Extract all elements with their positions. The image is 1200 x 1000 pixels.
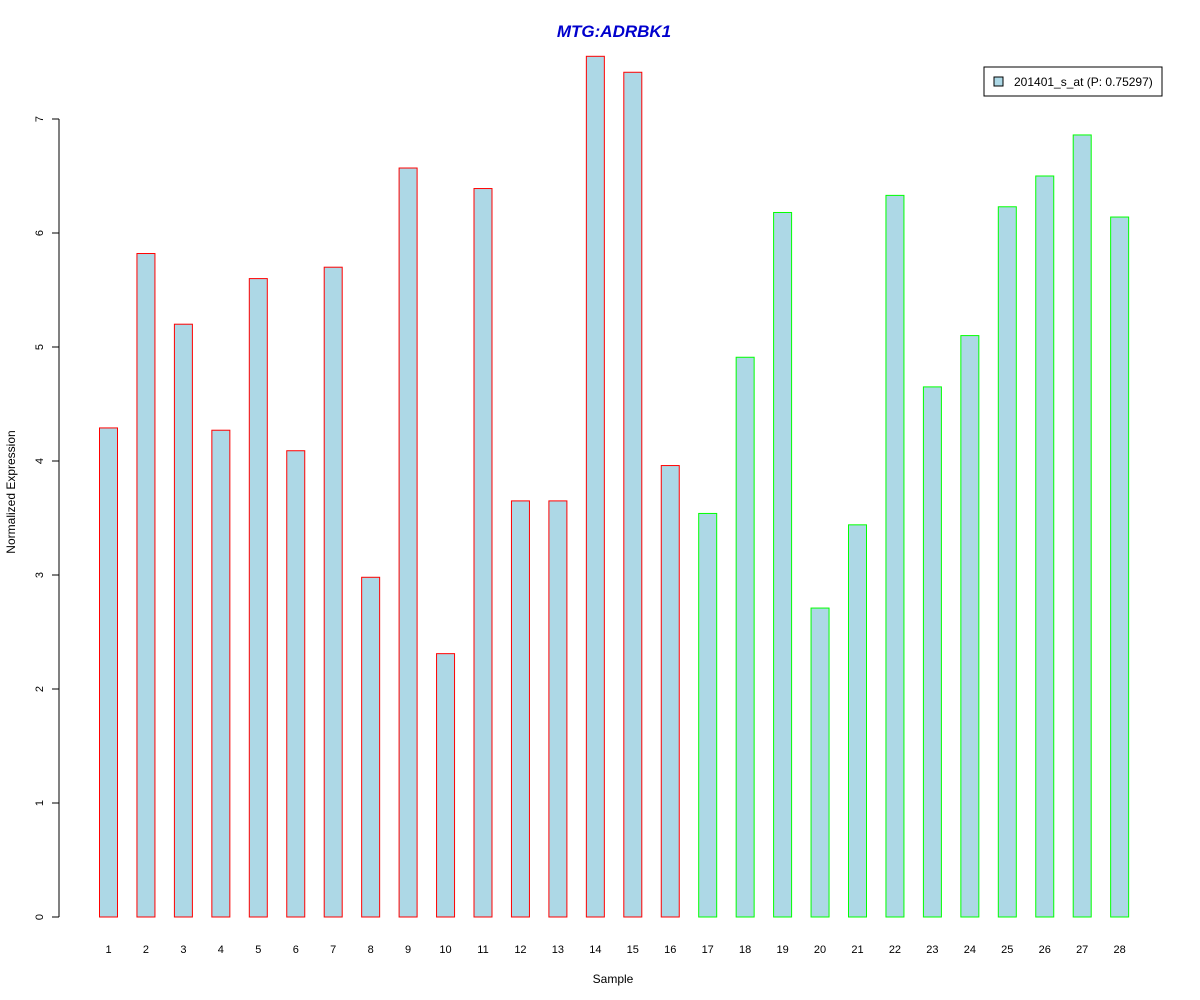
x-tick-label: 26 bbox=[1039, 944, 1051, 956]
bar-sample-19 bbox=[773, 211, 793, 918]
x-tick-label: 27 bbox=[1076, 944, 1088, 956]
x-tick-labels: 1 2 3 4 5 6 7 8 9 10 11 12 13 14 15 16 17 18 19 20 21 22 23 24 2… bbox=[105, 944, 1125, 956]
x-tick-label: 18 bbox=[739, 944, 751, 956]
bars bbox=[99, 55, 1130, 918]
y-tick-label: 7 bbox=[34, 116, 46, 122]
bar-sample-5 bbox=[248, 278, 268, 918]
x-tick-label: 16 bbox=[664, 944, 676, 956]
bar-sample-3 bbox=[173, 323, 193, 918]
bar-sample-25 bbox=[997, 206, 1017, 918]
bar-sample-7 bbox=[323, 266, 343, 918]
x-tick-label: 19 bbox=[776, 944, 788, 956]
x-tick-label: 3 bbox=[180, 944, 186, 956]
x-tick-label: 5 bbox=[255, 944, 261, 956]
bar-sample-26 bbox=[1035, 175, 1055, 918]
y-tick-label: 3 bbox=[34, 572, 46, 578]
bar-sample-1 bbox=[99, 427, 118, 918]
x-tick-label: 4 bbox=[218, 944, 224, 956]
x-axis-title: Sample bbox=[593, 972, 634, 986]
y-axis: 0 1 2 3 4 5 6 7 bbox=[34, 116, 60, 920]
bar-sample-9 bbox=[398, 167, 418, 918]
y-tick-label: 0 bbox=[34, 914, 46, 920]
y-tick-label: 1 bbox=[34, 800, 46, 806]
x-tick-label: 8 bbox=[368, 944, 374, 956]
x-tick-label: 13 bbox=[552, 944, 564, 956]
y-tick-label: 2 bbox=[34, 686, 46, 692]
x-tick-label: 28 bbox=[1114, 944, 1126, 956]
bar-sample-8 bbox=[361, 576, 381, 918]
x-tick-label: 17 bbox=[702, 944, 714, 956]
x-tick-label: 20 bbox=[814, 944, 826, 956]
legend: 201401_s_at (P: 0.75297) bbox=[983, 66, 1163, 97]
x-tick-label: 11 bbox=[477, 944, 488, 956]
x-tick-label: 6 bbox=[293, 944, 299, 956]
bar-sample-17 bbox=[698, 512, 718, 918]
y-tick-label: 6 bbox=[34, 230, 46, 236]
bar-sample-22 bbox=[885, 194, 905, 918]
bar-sample-16 bbox=[660, 465, 680, 918]
x-tick-label: 15 bbox=[627, 944, 639, 956]
x-tick-label: 14 bbox=[589, 944, 601, 956]
x-tick-label: 23 bbox=[926, 944, 938, 956]
bar-sample-14 bbox=[585, 55, 605, 918]
legend-swatch bbox=[993, 76, 1004, 87]
x-tick-label: 25 bbox=[1001, 944, 1013, 956]
bar-sample-6 bbox=[286, 450, 306, 918]
bar-sample-12 bbox=[510, 500, 530, 918]
x-tick-label: 9 bbox=[405, 944, 411, 956]
legend-label: 201401_s_at (P: 0.75297) bbox=[1014, 75, 1153, 89]
legend-box bbox=[983, 66, 1163, 97]
bar-sample-15 bbox=[623, 71, 643, 918]
bar-sample-10 bbox=[436, 653, 456, 918]
bar-sample-20 bbox=[810, 607, 830, 918]
bar-sample-18 bbox=[735, 356, 755, 918]
x-tick-label: 10 bbox=[439, 944, 451, 956]
x-tick-label: 22 bbox=[889, 944, 901, 956]
x-tick-label: 2 bbox=[143, 944, 149, 956]
x-tick-label: 12 bbox=[514, 944, 526, 956]
x-tick-label: 7 bbox=[330, 944, 336, 956]
y-tick-label: 5 bbox=[34, 344, 46, 350]
bar-sample-27 bbox=[1072, 134, 1092, 918]
x-tick-label: 24 bbox=[964, 944, 976, 956]
bar-sample-28 bbox=[1110, 216, 1130, 918]
bar-sample-11 bbox=[473, 188, 493, 918]
bar-sample-21 bbox=[848, 524, 867, 918]
y-tick-label: 4 bbox=[34, 458, 46, 464]
chart-title: MTG:ADRBK1 bbox=[557, 22, 671, 41]
bar-sample-23 bbox=[922, 386, 942, 918]
bar-sample-24 bbox=[960, 335, 980, 918]
bar-sample-13 bbox=[548, 500, 568, 918]
x-tick-label: 1 bbox=[105, 944, 111, 956]
bar-sample-4 bbox=[211, 429, 231, 918]
x-tick-label: 21 bbox=[851, 944, 863, 956]
y-axis-title: Normalized Expression bbox=[4, 430, 18, 553]
bar-sample-2 bbox=[136, 253, 156, 918]
